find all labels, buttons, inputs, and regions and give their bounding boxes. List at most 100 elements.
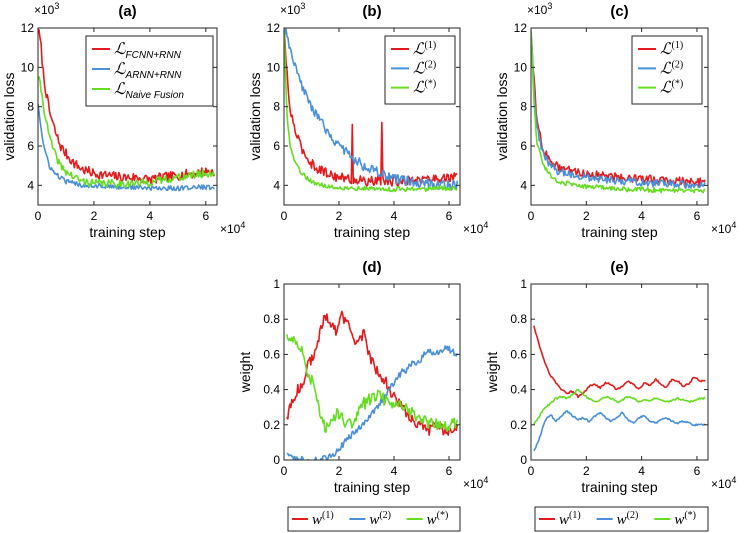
legend: ℒ(1)ℒ(2) ℒ(*) xyxy=(631,35,703,105)
legend-label: ℒ(2) xyxy=(660,59,683,77)
y-tick-label: 1 xyxy=(520,277,527,291)
x-tick-label: 0 xyxy=(281,464,288,478)
x-tick-label: 4 xyxy=(391,464,398,478)
y-axis-label: validation loss xyxy=(1,73,17,161)
series-line-w^(1) xyxy=(286,310,459,436)
y-tick-label: 6 xyxy=(27,139,34,153)
y-tick-label: 8 xyxy=(273,100,280,114)
x-tick-label: 0 xyxy=(281,209,288,223)
series-line-L_Naive Fusion xyxy=(38,76,215,188)
y-axis-label: weight xyxy=(237,352,253,394)
y-tick-label: 10 xyxy=(514,60,528,74)
series-group xyxy=(284,28,459,193)
x-tick-label: 0 xyxy=(35,209,42,223)
y-tick-label: 0.6 xyxy=(510,347,527,361)
y-tick-label: 0.8 xyxy=(263,312,280,326)
y-tick-label: 8 xyxy=(27,100,34,114)
x-axis-label: training step xyxy=(581,224,657,240)
legend-label: ℒ(*) xyxy=(413,79,436,97)
series-line-L^(*) xyxy=(531,30,706,194)
y-tick-label: 6 xyxy=(273,139,280,153)
series-line-w^(1) xyxy=(533,325,706,399)
y-exponent-label: ×103 xyxy=(527,1,552,17)
y-axis-label: validation loss xyxy=(247,73,263,161)
legend-label: ℒARNN+RNN xyxy=(114,61,182,81)
x-tick-label: 0 xyxy=(528,209,535,223)
legend-box xyxy=(85,35,214,107)
x-tick-label: 6 xyxy=(446,209,453,223)
plot-frame xyxy=(283,283,461,461)
series-line-L^(2) xyxy=(531,31,706,189)
legend-box xyxy=(631,35,703,105)
legend-label: ℒ(2) xyxy=(413,59,436,77)
series-line-w^(*) xyxy=(533,388,706,425)
series-line-L^(*) xyxy=(284,28,458,193)
series-group xyxy=(286,310,459,460)
x-tick-label: 0 xyxy=(528,464,535,478)
x-axis-label: training step xyxy=(334,224,410,240)
series-line-L^(1) xyxy=(284,28,458,187)
y-axis-label: weight xyxy=(484,352,500,394)
x-tick-label: 6 xyxy=(446,464,453,478)
legend-label: w(*) xyxy=(674,510,696,528)
y-exponent-label: ×103 xyxy=(280,1,305,17)
panel-c: 0 2 4 6 4 6 8 10 12 (c) training step validation lo… xyxy=(494,1,736,240)
y-tick-label: 4 xyxy=(520,178,527,192)
series-line-w^(2) xyxy=(286,345,459,460)
y-tick-label: 0.2 xyxy=(263,418,280,432)
legend-label: ℒ(*) xyxy=(660,79,683,97)
x-tick-label: 4 xyxy=(638,209,645,223)
y-tick-label: 0 xyxy=(520,453,527,467)
legend-label: w(1) xyxy=(312,510,334,528)
series-line-w^(2) xyxy=(533,409,706,452)
series-line-L_ARNN+RNN xyxy=(38,103,215,192)
legend-label: w(2) xyxy=(369,510,391,528)
x-tick-label: 2 xyxy=(91,209,98,223)
y-tick-label: 0.6 xyxy=(263,347,280,361)
legend-label: w(1) xyxy=(559,510,581,528)
x-axis-label: training step xyxy=(89,224,165,240)
legend-label: w(2) xyxy=(617,510,639,528)
x-tick-label: 2 xyxy=(583,209,590,223)
x-tick-label: 4 xyxy=(638,464,645,478)
legend-label: ℒ(1) xyxy=(660,40,683,58)
y-tick-label: 10 xyxy=(267,60,281,74)
legend: w(1) w(2) w(*) xyxy=(534,506,709,532)
legend: w(1) w(2) w(*) xyxy=(287,506,461,532)
y-tick-label: 6 xyxy=(520,139,527,153)
panel-title: (b) xyxy=(362,3,381,20)
x-exponent-label: ×104 xyxy=(711,220,736,236)
y-tick-label: 0 xyxy=(273,453,280,467)
legend-box xyxy=(287,506,461,532)
x-tick-label: 4 xyxy=(147,209,154,223)
series-line-w^(*) xyxy=(286,334,459,434)
legend-box xyxy=(534,506,709,532)
y-tick-label: 12 xyxy=(267,21,281,35)
y-tick-label: 0.4 xyxy=(263,383,280,397)
y-tick-label: 8 xyxy=(520,100,527,114)
y-tick-label: 1 xyxy=(273,277,280,291)
panel-title: (e) xyxy=(610,259,628,276)
x-exponent-label: ×104 xyxy=(463,220,488,236)
plot-frame xyxy=(530,27,709,206)
legend-label: ℒ(1) xyxy=(413,40,436,58)
series-line-L^(1) xyxy=(531,32,706,187)
x-exponent-label: ×104 xyxy=(220,220,245,236)
y-tick-label: 12 xyxy=(514,21,528,35)
series-group xyxy=(533,325,706,452)
y-tick-label: 10 xyxy=(21,60,35,74)
y-tick-label: 4 xyxy=(27,178,34,192)
x-exponent-label: ×104 xyxy=(463,475,488,491)
plot-frame xyxy=(283,27,461,206)
y-exponent-label: ×103 xyxy=(34,1,59,17)
y-tick-label: 12 xyxy=(21,21,35,35)
x-exponent-label: ×104 xyxy=(711,475,736,491)
x-tick-label: 6 xyxy=(694,209,701,223)
panel-b: 0 2 4 6 4 6 8 10 12 (b) training step validation lo… xyxy=(247,1,488,240)
x-tick-label: 2 xyxy=(583,464,590,478)
x-tick-label: 4 xyxy=(391,209,398,223)
series-line-L^(2) xyxy=(284,28,459,191)
legend-label: ℒNaive Fusion xyxy=(114,81,184,101)
